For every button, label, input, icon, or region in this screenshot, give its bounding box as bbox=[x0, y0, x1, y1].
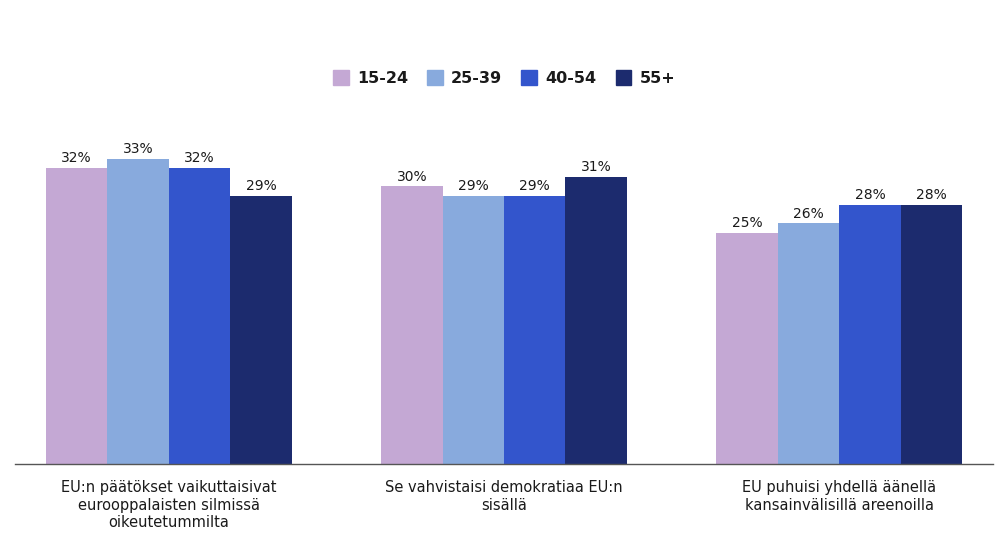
Bar bbox=[168, 168, 230, 464]
Bar bbox=[901, 205, 963, 464]
Text: 33%: 33% bbox=[123, 142, 153, 156]
Text: 29%: 29% bbox=[458, 179, 489, 193]
Legend: 15-24, 25-39, 40-54, 55+: 15-24, 25-39, 40-54, 55+ bbox=[327, 64, 681, 93]
Bar bbox=[504, 196, 565, 464]
Bar bbox=[230, 196, 291, 464]
Text: 29%: 29% bbox=[519, 179, 550, 193]
Bar bbox=[565, 177, 627, 464]
Text: 25%: 25% bbox=[732, 216, 762, 230]
Text: 32%: 32% bbox=[61, 151, 92, 165]
Text: 29%: 29% bbox=[246, 179, 276, 193]
Text: 28%: 28% bbox=[916, 188, 947, 202]
Bar bbox=[107, 159, 168, 464]
Bar bbox=[778, 223, 840, 464]
Text: 30%: 30% bbox=[396, 169, 427, 184]
Bar bbox=[840, 205, 901, 464]
Text: 28%: 28% bbox=[855, 188, 885, 202]
Bar bbox=[381, 186, 443, 464]
Bar bbox=[717, 233, 778, 464]
Bar bbox=[443, 196, 504, 464]
Bar bbox=[45, 168, 107, 464]
Text: 31%: 31% bbox=[581, 160, 612, 174]
Text: 26%: 26% bbox=[793, 207, 824, 221]
Text: 32%: 32% bbox=[184, 151, 215, 165]
